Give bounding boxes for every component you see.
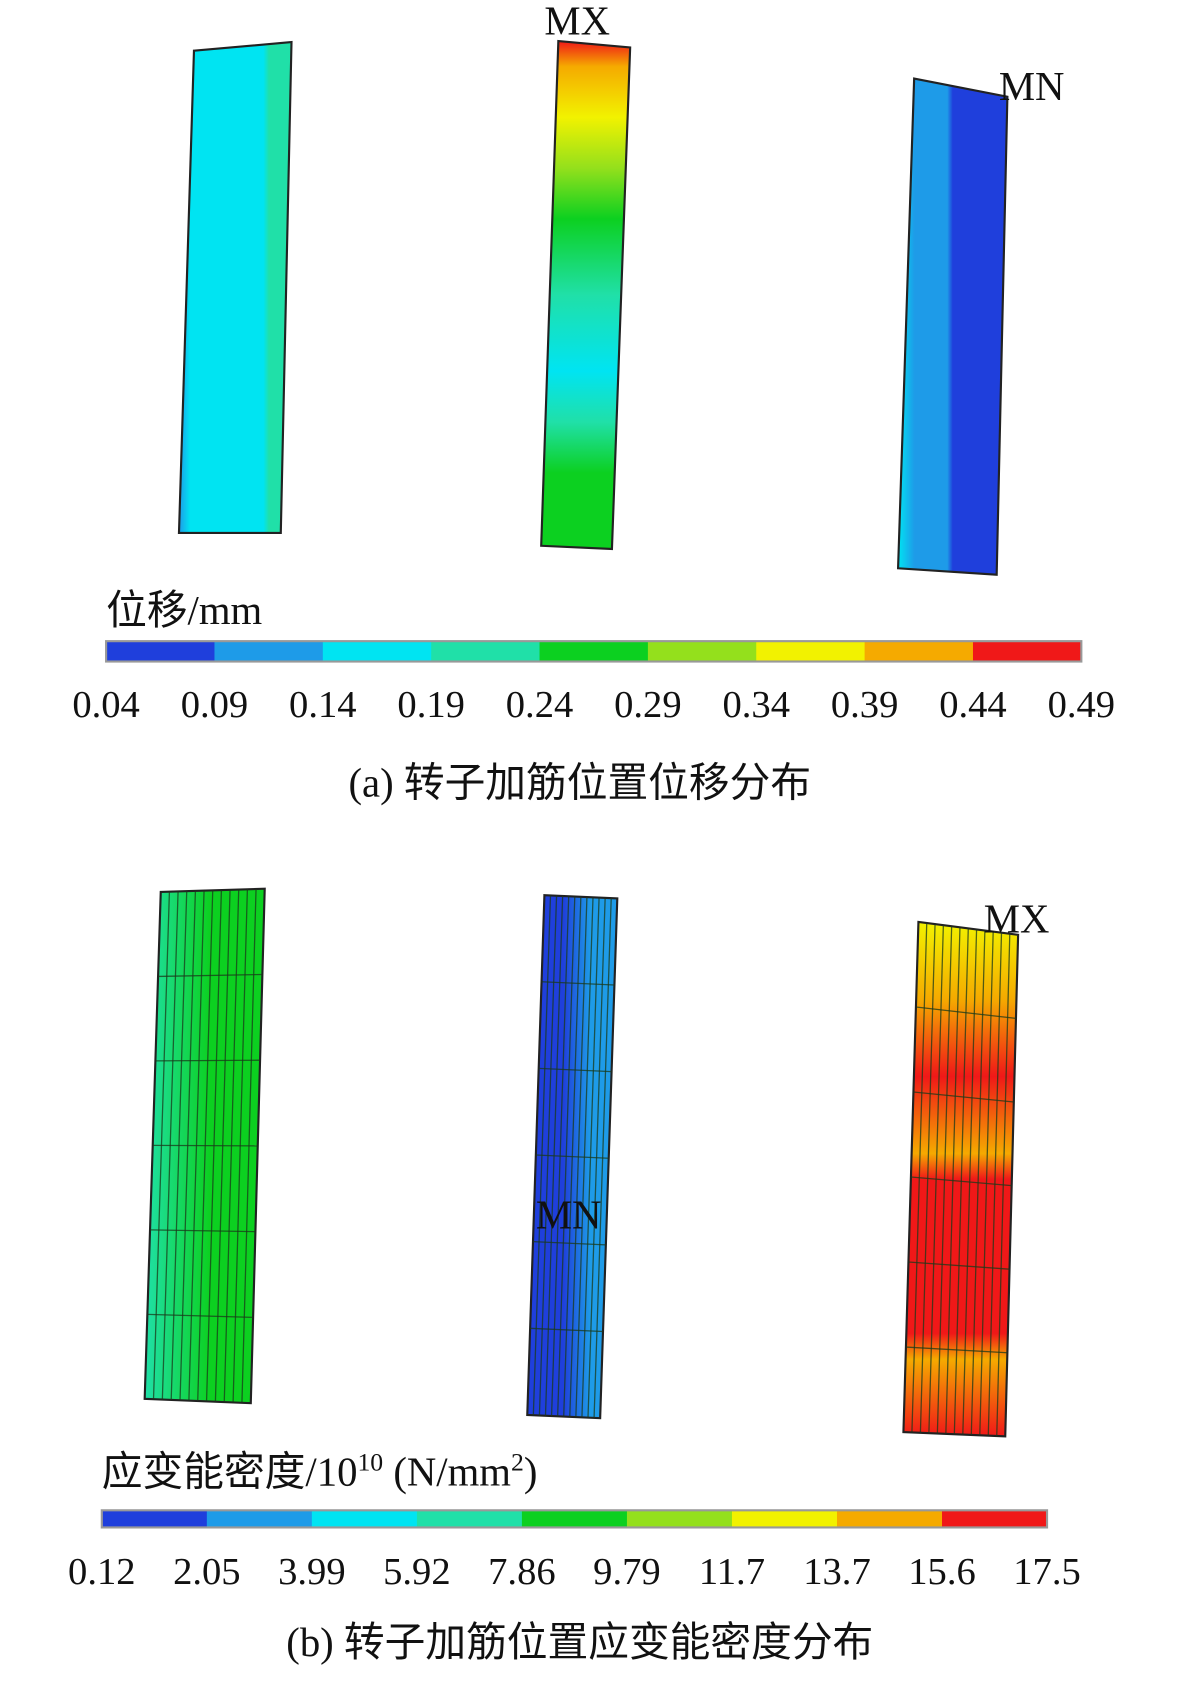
caption: (b) 转子加筋位置应变能密度分布 [286,1620,873,1665]
tick-label: 9.79 [593,1551,661,1593]
mesh-line [241,888,257,1403]
colorbar-segment [322,641,432,662]
mesh-line [936,926,953,1434]
mesh-line [197,890,214,1402]
mesh-line [214,889,231,1402]
tick-label: 0.09 [181,684,249,726]
tick-label: 5.92 [383,1551,451,1593]
mesh-line [550,896,570,1417]
colorbar-segment [101,1510,208,1528]
mesh-line [581,897,600,1418]
mesh-line [188,890,205,1401]
tick-label: 3.99 [278,1551,346,1593]
colorbar-segment [626,1510,733,1528]
mesh-line [538,895,558,1416]
tick-label: 0.04 [72,684,140,726]
mesh-line [223,889,240,1403]
min-label: MN [999,64,1065,109]
mesh-line [532,895,552,1416]
colorbar-segment [836,1510,943,1528]
beam [896,77,1009,576]
colorbar-frame [105,640,1083,663]
tick-label: 0.49 [1048,684,1116,726]
tick-label: 0.14 [289,684,357,726]
mesh-line [563,896,582,1417]
tick-label: 0.24 [506,684,574,726]
mesh-line [945,927,961,1434]
tick-label: 11.7 [699,1551,765,1593]
mesh-line [996,933,1011,1437]
tick-label: 0.19 [397,684,465,726]
colorbar-frame [100,1509,1049,1529]
beam [540,39,632,551]
mesh-line [152,891,171,1400]
max-label: MX [544,0,610,44]
legend-title: 位移/mm [106,588,262,633]
mesh-line [170,891,188,1400]
colorbar-segment [206,1510,313,1528]
mesh-line [544,895,564,1416]
colorbar-segment [539,641,649,662]
caption: (a) 转子加筋位置位移分布 [349,761,812,806]
mesh-line [593,898,612,1418]
tick-label: 17.5 [1013,1551,1081,1593]
legend-title: 应变能密度/1010 (N/mm2) [102,1448,538,1495]
colorbar-segment [972,641,1082,662]
mesh-line [205,890,223,1402]
tick-label: 0.39 [831,684,899,726]
colorbar-segment [647,641,757,662]
mesh-line [556,896,576,1417]
mesh-line [919,924,936,1433]
beam [177,40,293,534]
colorbar-segment [942,1510,1048,1528]
mesh-line [962,929,978,1435]
mesh-line [232,889,249,1403]
tick-label: 15.6 [908,1551,976,1593]
tick-label: 13.7 [803,1551,871,1593]
mesh-line [911,923,928,1433]
mesh-line [569,897,588,1417]
mesh-line [953,928,969,1435]
max-label: MX [984,897,1050,942]
colorbar: 0.04 0.09 0.14 0.19 0.24 0.29 0.34 0.39 0.44 0.49 [72,640,1116,726]
mesh-line [970,930,986,1435]
tick-label: 7.86 [488,1551,556,1593]
mesh-line [179,890,197,1401]
tick-label: 0.29 [614,684,682,726]
colorbar-segment [864,641,974,662]
tick-label: 0.34 [722,684,790,726]
tick-label: 0.12 [68,1551,136,1593]
colorbar-segment [731,1510,838,1528]
mesh-line [161,891,179,1400]
mesh [147,888,1017,1437]
mesh-line [587,897,606,1418]
colorbar-segment [311,1510,418,1528]
colorbar-segment [431,641,541,662]
mesh-line [575,897,594,1418]
min-label: MN [536,1192,602,1237]
colorbar-segment [521,1510,628,1528]
tick-label: 2.05 [173,1551,241,1593]
mesh-line [987,932,1003,1436]
colorbar-segment [106,641,215,662]
mesh-line [928,925,944,1434]
colorbar-segment [756,641,866,662]
colorbar-segment [214,641,324,662]
tick-label: 0.44 [939,684,1007,726]
mesh-line [979,931,994,1436]
colorbar-segment [416,1510,523,1528]
colorbar: 0.12 2.05 3.99 5.92 7.86 9.79 11.7 13.7 15.6 17.5 [68,1509,1081,1593]
